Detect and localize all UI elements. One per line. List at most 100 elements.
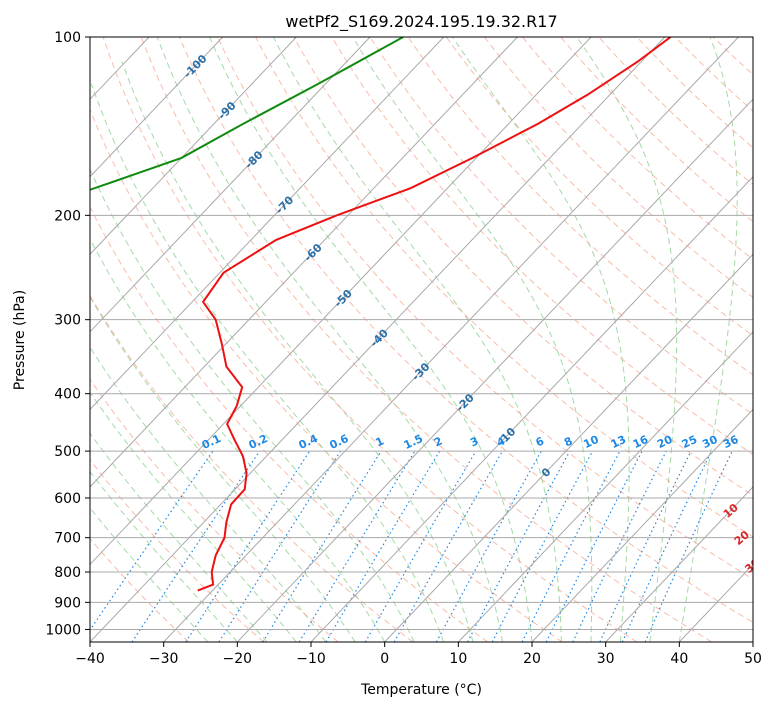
mixing-ratio-line (298, 450, 416, 642)
isotherm-line (90, 37, 371, 333)
x-axis: −40 −30 −20 −10 0 10 20 30 40 50 (75, 642, 762, 667)
isotherm-line (163, 37, 739, 642)
dry-adiabat-line (407, 37, 753, 376)
mixing-ratio-line (545, 450, 643, 642)
x-tick-label: −30 (149, 651, 179, 667)
moist-adiabat-line (90, 470, 238, 642)
moist-adiabat-line (90, 391, 297, 642)
mixing-ratio-label: 6 (534, 434, 547, 449)
dry-adiabat-line (522, 37, 753, 260)
dry-adiabat-line (751, 37, 753, 40)
isotherm-line (90, 37, 224, 178)
mixing-ratio-label: 16 (631, 433, 651, 451)
moist-adiabat-line (121, 61, 474, 642)
x-tick-label: 50 (744, 651, 762, 667)
isotherm-line (90, 37, 666, 642)
dry-adiabat-line (217, 37, 753, 580)
x-tick-label: 40 (670, 651, 688, 667)
dry-adiabat-line (636, 37, 753, 149)
y-tick-label: 800 (54, 565, 81, 581)
isotherm-line (605, 486, 753, 642)
mixing-ratio-line (599, 450, 692, 642)
y-tick-label: 500 (54, 444, 81, 460)
plot-frame (89, 36, 754, 643)
mixing-ratio-line (572, 450, 667, 642)
temperature-series-line (197, 37, 672, 592)
x-tick-label: 20 (523, 651, 541, 667)
mixing-ratio-label: 10 (581, 433, 601, 451)
x-tick-label: 0 (380, 651, 389, 667)
mixing-ratio-line (262, 450, 382, 642)
dry-adiabat-line (90, 205, 488, 642)
dry-adiabat-line (598, 37, 753, 186)
mixing-ratio-label: 8 (562, 434, 574, 449)
dry-adiabat-line (712, 37, 753, 76)
isotherm-line (752, 641, 753, 642)
dry-adiabat-line (90, 378, 339, 642)
moist-adiabats (90, 37, 738, 642)
x-axis-title: Temperature (°C) (360, 682, 482, 698)
y-tick-label: 1000 (45, 622, 81, 638)
mixing-ratio-line (466, 450, 571, 642)
mixing-ratio-label: 36 (721, 433, 741, 451)
dry-adiabat-line (102, 37, 638, 642)
isotherm-line (531, 408, 753, 642)
moist-adiabat-line (209, 37, 533, 642)
moist-adiabat-line (90, 507, 209, 642)
moist-adiabat-line (352, 37, 593, 642)
isotherm-line (236, 98, 753, 642)
y-tick-label: 300 (54, 313, 81, 329)
mixing-ratio-line (218, 450, 342, 642)
y-tick-label: 100 (54, 30, 81, 46)
isotherm-line (384, 253, 753, 642)
dry-adiabat-line (484, 37, 753, 298)
mixing-ratio-label: 20 (655, 433, 675, 451)
moist-adiabat-line (156, 37, 503, 642)
x-tick-label: −40 (75, 651, 105, 667)
isotherm-line (90, 37, 592, 566)
mixing-ratio-line (621, 450, 713, 642)
isotherm-line (90, 37, 445, 411)
y-tick-label: 600 (54, 491, 81, 507)
moist-adiabat-line (90, 295, 356, 642)
isotherm-line (457, 331, 753, 642)
dry-adiabat-label: 30 (742, 556, 762, 576)
y-tick-label: 400 (54, 387, 81, 403)
dry-adiabat-label: 20 (732, 528, 752, 548)
isotherm-label: -100 (181, 52, 210, 81)
moist-adiabat-line (90, 167, 415, 642)
x-tick-label: 10 (449, 651, 467, 667)
mixing-ratio-line (90, 450, 214, 632)
isotherm-line (678, 563, 753, 642)
moist-adiabat-line (90, 346, 327, 642)
y-tick-label: 900 (54, 595, 81, 611)
x-tick-label: 30 (597, 651, 615, 667)
mixing-ratio-line (393, 450, 504, 642)
dry-adiabat-line (140, 37, 712, 642)
y-tick-label: 700 (54, 531, 81, 547)
dry-adiabat-line (178, 37, 753, 623)
dry-adiabat-line (255, 37, 753, 538)
mixing-ratio-line (435, 450, 542, 642)
x-tick-label: −20 (223, 651, 253, 667)
y-axis-title: Pressure (hPa) (12, 290, 28, 390)
mixing-ratio-labels: 0.1 0.2 0.4 0.6 1 1.5 2 3 4 6 8 10 13 16 20 25 30 36 (200, 432, 741, 452)
x-tick-label: −10 (296, 651, 326, 667)
mixing-ratio-label: 0.4 (297, 432, 320, 452)
moist-adiabat-line (678, 37, 738, 642)
moist-adiabat-line (576, 37, 678, 642)
isotherm-labels: -100-90-80-70-60-50-40-30-20-100 (181, 52, 554, 480)
dry-adiabat-line (90, 108, 563, 642)
plot-area: -100-90-80-70-60-50-40-30-20-100 1020304… (90, 37, 762, 642)
mixing-ratio-label: 3 (468, 434, 480, 449)
dry-adiabat-line (293, 37, 753, 496)
dry-adiabat-line (331, 37, 753, 456)
mixing-ratio-label: 0.1 (200, 432, 223, 452)
moist-adiabat-line (452, 37, 630, 642)
mixing-ratio-label: 1.5 (402, 432, 425, 452)
mixing-ratio-line (364, 450, 477, 642)
mixing-ratio-label: 30 (700, 433, 720, 451)
dry-adiabat-line (90, 459, 264, 642)
mixing-ratio-label: 2 (432, 434, 444, 449)
